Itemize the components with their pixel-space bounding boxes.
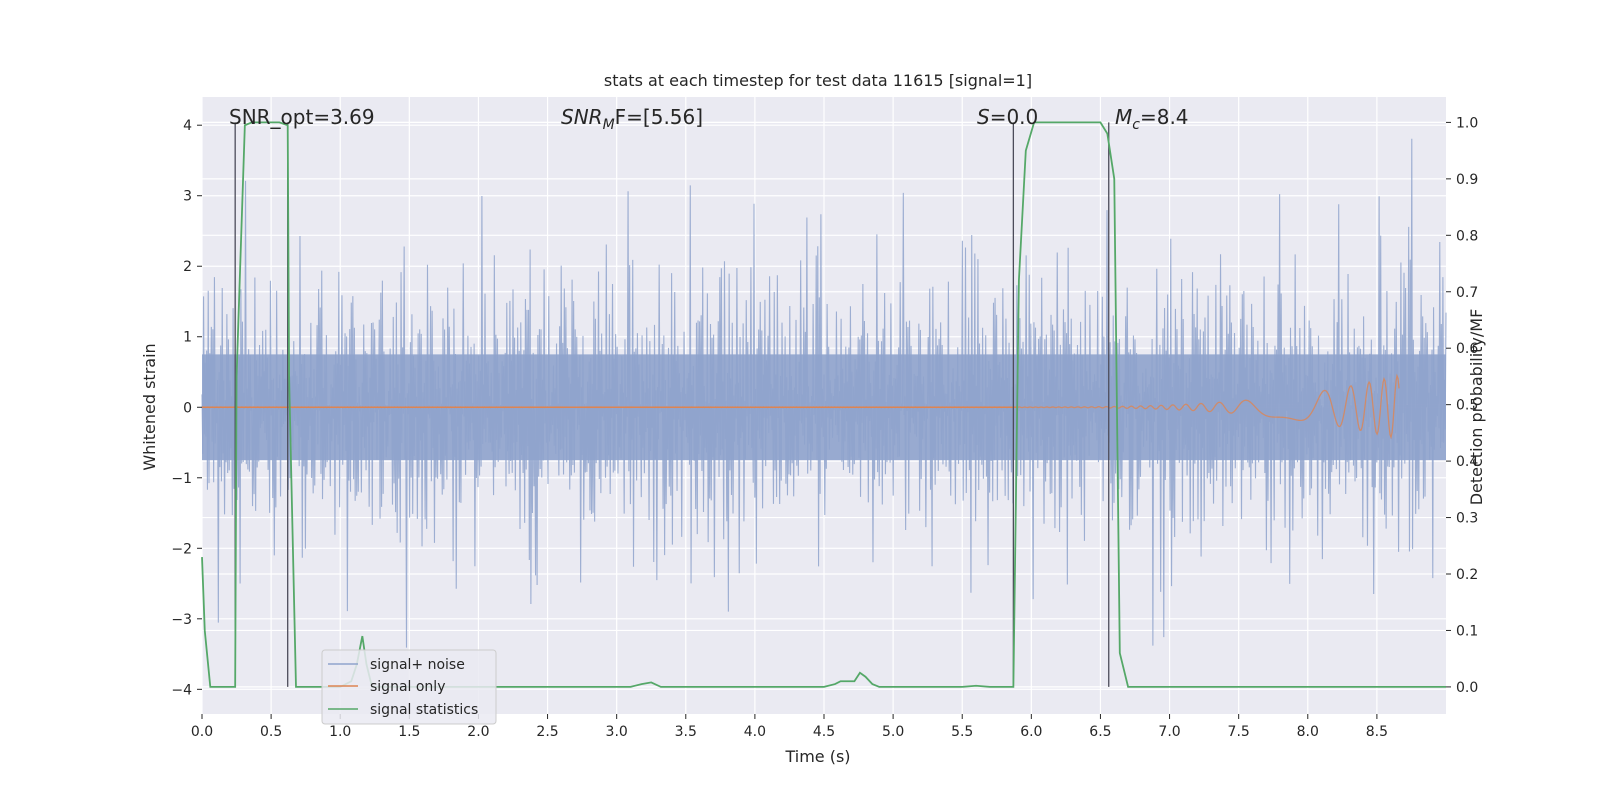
x-tick-label: 2.5: [536, 724, 558, 740]
y2-tick-label: 0.7: [1456, 285, 1478, 301]
y2-tick-label: 0.4: [1456, 454, 1478, 470]
x-tick-label: 0.5: [260, 724, 282, 740]
legend-label-signal-noise: signal+ noise: [370, 657, 465, 673]
x-tick-label: 4.5: [813, 724, 835, 740]
y2-tick-label: 0.8: [1456, 228, 1478, 244]
x-tick-label: 8.5: [1366, 724, 1388, 740]
y2-tick-label: 0.5: [1456, 398, 1478, 414]
x-tick-label: 6.0: [1020, 724, 1042, 740]
x-tick-label: 6.5: [1089, 724, 1111, 740]
y-tick-label: −2: [171, 541, 192, 557]
axes: 0.0 0.5 1.0 1.5 2.0 2.5 3.0 3.5 4.0 4.5 5.0 5.5 6.0 6…: [171, 115, 1478, 740]
y-tick-label: −3: [171, 612, 192, 628]
y-tick-label: 1: [183, 330, 192, 346]
x-tick-label: 5.0: [882, 724, 904, 740]
series-signal-statistics: [201, 121, 1446, 688]
legend-label-signal-only: signal only: [370, 679, 445, 695]
x-tick-label: 0.0: [191, 724, 213, 740]
legend-label-signal-statistics: signal statistics: [370, 702, 478, 718]
annotation-mc: Mc=8.4: [1115, 105, 1189, 133]
y2-tick-label: 0.0: [1456, 680, 1478, 696]
x-tick-label: 3.5: [675, 724, 697, 740]
y2-axis-label: Detection probability/MF: [1467, 309, 1486, 506]
annotation-snr-opt: SNR_opt=3.69: [229, 105, 375, 129]
x-tick-label: 7.5: [1228, 724, 1250, 740]
y-tick-label: 0: [183, 400, 192, 416]
x-tick-label: 2.0: [467, 724, 489, 740]
x-axis-label: Time (s): [784, 747, 850, 766]
y-tick-label: 3: [183, 189, 192, 205]
y-axis-label: Whitened strain: [140, 343, 159, 470]
annotation-s: S=0.0: [977, 105, 1038, 129]
y2-tick-label: 0.9: [1456, 172, 1478, 188]
x-tick-label: 8.0: [1297, 724, 1319, 740]
y-tick-label: 2: [183, 259, 192, 275]
series-signal-only: [201, 373, 1400, 440]
line-signal-statistics: [201, 121, 1446, 688]
chart-title: stats at each timestep for test data 116…: [604, 71, 1032, 90]
y-tick-label: −4: [171, 682, 192, 698]
legend: signal+ noise signal only signal statist…: [321, 649, 497, 725]
y2-tick-label: 0.1: [1456, 623, 1478, 639]
legend-box: [321, 649, 497, 725]
y-tick-label: −1: [171, 471, 192, 487]
annotation-snr-mf: SNRMF=[5.56]: [561, 105, 703, 133]
y-tick-label: 4: [183, 118, 192, 134]
y2-tick-label: 0.3: [1456, 511, 1478, 527]
x-tick-label: 3.0: [606, 724, 628, 740]
y2-tick-label: 0.6: [1456, 341, 1478, 357]
x-tick-label: 7.0: [1158, 724, 1180, 740]
x-tick-label: 5.5: [951, 724, 973, 740]
y2-tick-label: 0.2: [1456, 567, 1478, 583]
x-tick-label: 1.5: [398, 724, 420, 740]
x-tick-label: 4.0: [744, 724, 766, 740]
x-tick-label: 1.0: [329, 724, 351, 740]
y2-tick-label: 1.0: [1456, 115, 1478, 131]
